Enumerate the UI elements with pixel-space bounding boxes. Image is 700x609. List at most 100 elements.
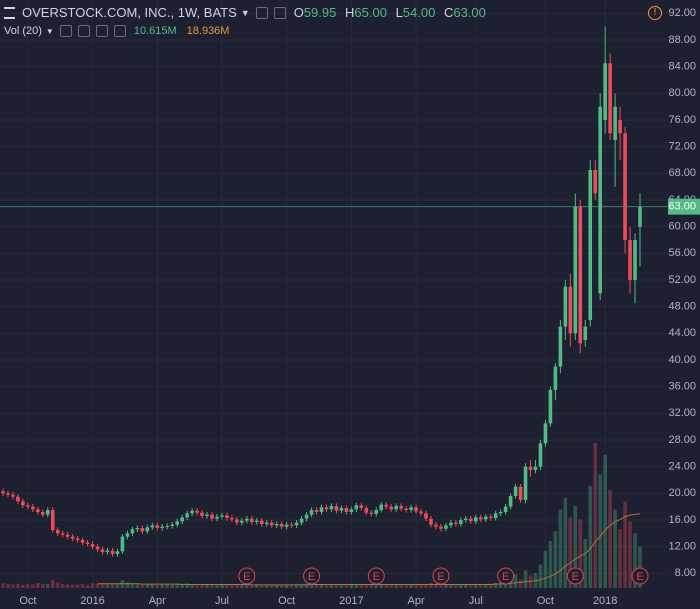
x-tick-label: Jul [469, 595, 483, 607]
volume-bar [399, 584, 403, 588]
volume-value: 10.615M [133, 25, 177, 37]
volume-bar [279, 585, 284, 588]
ohlc: O59.95 H65.00 L54.00 C63.00 [294, 5, 491, 20]
icon[interactable] [59, 25, 72, 37]
volume-bar [115, 584, 120, 588]
candle-body [120, 536, 125, 552]
candle-body [279, 524, 284, 527]
x-tick-label: Apr [149, 595, 166, 607]
last-price-label: 63.00 [668, 201, 696, 213]
volume-bar [473, 584, 478, 588]
candle-body [80, 540, 85, 543]
volume-bar [135, 584, 140, 588]
volume-bar [259, 585, 264, 588]
candle-body [259, 520, 264, 524]
volume-bar [523, 570, 528, 588]
volume-bar [274, 584, 279, 588]
candle-body [264, 522, 269, 524]
candle-body [16, 496, 20, 502]
candle-body [503, 506, 508, 512]
volume-bar [41, 583, 45, 588]
x-tick-label: Oct [19, 595, 36, 607]
candle-body [623, 133, 627, 240]
volume-bar [558, 509, 563, 588]
volume-bar [483, 584, 488, 588]
earnings-label: E [437, 571, 444, 583]
candle-body [6, 493, 10, 495]
y-tick-label: 52.00 [668, 274, 696, 286]
volume-bar [215, 585, 219, 588]
candle-body [613, 106, 617, 140]
warning-icon[interactable]: ! [648, 6, 662, 20]
volume-bar [269, 584, 274, 588]
candle-body [294, 522, 299, 526]
candle-body [578, 206, 583, 344]
candle-body [493, 513, 498, 518]
ohlc-key: H [345, 5, 355, 20]
volume-bar [314, 584, 319, 588]
volume-bar [205, 584, 209, 588]
y-tick-label: 44.00 [668, 327, 696, 339]
candle-body [1, 491, 5, 494]
candle-body [145, 527, 150, 532]
volume-bar [583, 539, 588, 588]
candle-body [125, 533, 130, 537]
volume-header: Vol (20) ▼ 10.615M 18.936M [4, 25, 229, 37]
candle-body [583, 326, 588, 340]
volume-bar [493, 582, 498, 588]
volume-bar [250, 585, 254, 588]
volume-bar [344, 584, 349, 588]
icon[interactable] [95, 25, 108, 37]
menu-icon[interactable] [4, 6, 15, 19]
volume-bar [593, 443, 598, 588]
candle-body [573, 206, 578, 334]
volume-bar [100, 584, 105, 588]
icon[interactable] [273, 6, 286, 19]
symbol[interactable]: OVERSTOCK.COM, INC., 1W, BATS [22, 5, 237, 20]
x-tick-label: 2017 [339, 595, 363, 607]
candle-body [70, 536, 75, 539]
volume-bar [354, 584, 359, 588]
candle-body [543, 423, 548, 444]
candle-body [593, 170, 598, 194]
candle-body [349, 509, 354, 512]
icon[interactable] [113, 25, 126, 37]
volume-bar [434, 583, 438, 588]
candle-body [45, 510, 50, 515]
candle-body [508, 496, 513, 507]
candle-body [384, 504, 388, 507]
icon[interactable] [255, 6, 268, 19]
candle-body [150, 525, 155, 528]
candle-body [404, 508, 408, 510]
candle-body [155, 525, 160, 528]
volume-name[interactable]: Vol (20) [4, 25, 42, 37]
volume-bar [563, 497, 568, 588]
candle-body [225, 515, 229, 518]
volume-bar [319, 584, 324, 588]
volume-bar [155, 584, 160, 588]
icon[interactable] [77, 25, 90, 37]
candle-body [603, 63, 607, 120]
candle-body [533, 466, 538, 470]
y-tick-label: 88.00 [668, 34, 696, 46]
candle-body [195, 510, 199, 513]
candle-body [165, 526, 170, 527]
symbol-dropdown[interactable]: ▼ [240, 7, 250, 18]
volume-bar [613, 509, 617, 588]
volume-bar [359, 584, 364, 588]
candle-body [200, 512, 204, 516]
volume-bar [125, 582, 130, 588]
volume-bar [464, 584, 468, 588]
volume-bar [140, 584, 145, 588]
volume-bar [175, 584, 179, 588]
volume-bar [379, 584, 384, 588]
volume-bar [598, 474, 602, 588]
volume-bar [538, 564, 543, 588]
volume-dropdown[interactable]: ▼ [45, 26, 54, 36]
volume-bar [220, 584, 224, 588]
candle-body [175, 521, 179, 525]
volume-bar [394, 584, 398, 588]
x-tick-label: Apr [407, 595, 424, 607]
candle-body [394, 506, 398, 510]
